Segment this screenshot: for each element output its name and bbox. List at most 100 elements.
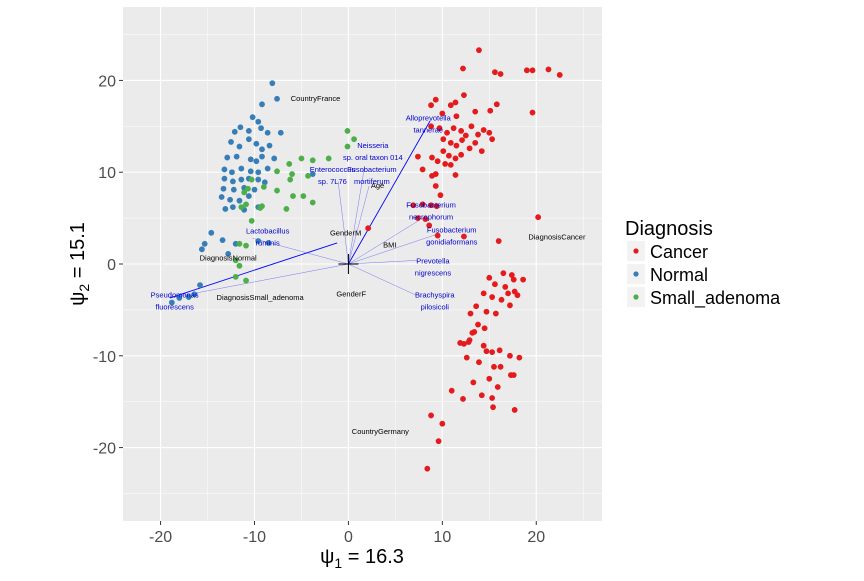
data-point-cancer [497,363,504,370]
data-point-cancer [426,222,433,229]
loading-label-line: tannerae [413,125,443,134]
data-point-cancer [419,166,426,173]
loading-line [348,185,370,265]
data-point-cancer [502,284,509,290]
data-point-normal [245,128,252,134]
data-point-cancer [500,270,507,277]
data-point-normal [247,156,254,163]
data-point-small_adenoma [236,240,243,247]
data-point-cancer [422,216,429,222]
data-point-small_adenoma [309,199,316,206]
loading-label-line: nigrescens [415,269,452,278]
data-point-cancer [487,107,494,114]
data-point-small_adenoma [298,155,305,162]
loading-label-line: necrophorum [409,213,453,222]
data-point-normal [168,299,175,306]
data-point-cancer [440,148,447,155]
data-point-cancer [461,233,467,240]
data-point-cancer [507,302,513,309]
loading-label-line: mortiferum [354,177,390,186]
data-point-normal [261,179,268,186]
data-point-cancer [442,161,449,167]
data-point-cancer [440,136,447,143]
data-point-cancer [514,292,521,299]
data-point-normal [176,295,183,301]
loading-label: Alloprevotella tannerae [406,113,452,134]
data-point-normal [221,175,228,182]
data-point-small_adenoma [305,172,311,179]
data-point-small_adenoma [243,201,249,208]
data-point-cancer [460,65,466,72]
data-point-small_adenoma [290,193,296,199]
data-point-small_adenoma [259,203,265,210]
data-point-cancer [529,109,536,116]
data-point-cancer [472,139,479,146]
data-point-normal [229,204,236,210]
loading-line [337,181,349,265]
data-point-normal [208,229,215,236]
covariate-label: CountryGermany [352,427,409,436]
data-point-cancer [495,238,502,244]
data-point-cancer [452,172,459,178]
data-point-cancer [415,153,421,160]
x-tick-label: 10 [433,529,451,546]
loading-label: Fusobacterium mortiferum [347,165,397,186]
data-point-cancer [492,281,498,288]
data-point-cancer [439,420,446,427]
legend-label-cancer: Cancer [650,242,708,262]
data-point-normal [236,143,243,150]
data-point-normal [259,153,265,160]
data-point-cancer [486,274,493,281]
loading-line [348,167,365,265]
legend: Diagnosis Cancer Normal Small_adenoma [625,218,781,309]
data-point-normal [236,197,243,204]
data-point-cancer [439,110,446,117]
data-point-cancer [510,372,517,378]
loading-label-line: Pseudomonas [151,291,199,300]
data-point-normal [191,291,198,298]
data-point-normal [264,165,271,172]
covariate-label: DiagnosisNormal [200,253,257,262]
loading-label-line: Neisseria [357,141,389,150]
data-point-cancer [435,438,442,445]
legend-key-cancer [633,248,639,254]
data-point-cancer [496,347,503,354]
data-point-normal [225,251,232,257]
data-point-cancer [428,102,434,109]
data-point-normal [259,146,265,153]
data-point-cancer [465,339,472,345]
data-point-cancer [516,354,523,361]
data-point-cancer [498,296,505,303]
data-point-cancer [436,125,443,132]
data-point-cancer [494,384,501,390]
covariate-label: GenderM [330,229,361,238]
data-point-normal [255,169,262,176]
data-point-cancer [476,47,482,54]
loading-line [348,234,436,265]
loading-line [169,263,349,299]
data-point-normal [247,168,254,175]
data-point-small_adenoma [344,128,351,134]
data-point-cancer [486,129,493,136]
data-point-normal [258,125,264,132]
data-point-cancer [535,214,542,221]
data-point-cancer [468,123,475,130]
legend-title: Diagnosis [625,218,713,240]
data-point-normal [185,294,192,300]
data-point-cancer [490,404,496,411]
data-point-normal [233,153,240,160]
data-point-small_adenoma [286,161,293,167]
legend-key-normal [633,271,639,277]
data-point-normal [264,129,271,136]
legend-label-normal: Normal [650,265,708,285]
covariate-label: BMI [383,241,396,250]
data-point-normal [274,95,280,102]
loading-label: Fusobacterium necrophorum [406,201,456,222]
data-point-cancer [463,354,470,361]
data-point-cancer [489,294,496,300]
data-point-cancer [480,290,487,297]
y-tick-label: 20 [98,73,116,90]
data-point-normal [224,154,231,161]
loading-label-line: Fusobacterium [347,165,397,174]
x-tick-label: 0 [344,529,353,546]
